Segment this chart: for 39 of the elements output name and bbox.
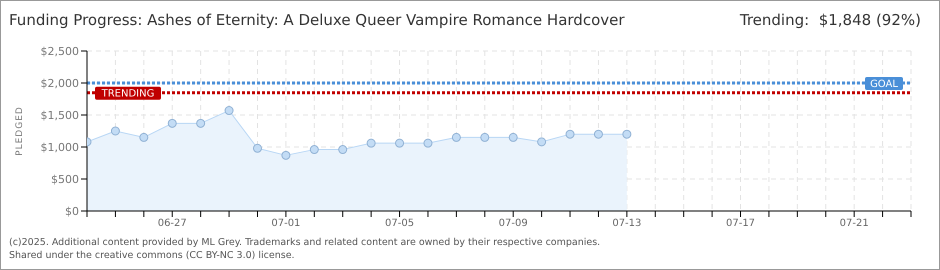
point xyxy=(566,130,575,139)
text: Shared under the creative commons (CC BY-NC 3.0) license. xyxy=(9,250,295,261)
y-tick-label: $500 xyxy=(51,172,79,186)
point xyxy=(508,132,518,142)
point xyxy=(622,130,632,139)
y-tick-label: $1,000 xyxy=(40,140,79,154)
x-tick-label: 07-05 xyxy=(385,218,414,230)
x-tick-label: 06-27 xyxy=(158,218,187,230)
y-axis-title: PLEDGED xyxy=(15,106,26,156)
y-tick-label: $1,500 xyxy=(40,108,79,122)
point xyxy=(423,138,432,148)
point xyxy=(480,132,490,142)
point xyxy=(366,138,376,148)
point xyxy=(196,118,206,128)
point xyxy=(537,137,546,146)
ref-line-label: TRENDING xyxy=(100,88,154,100)
text: Trending: $1,848 (92%) xyxy=(740,11,921,29)
x-tick-label: 07-13 xyxy=(612,218,642,230)
x-tick-label: 07-17 xyxy=(726,218,756,230)
y-tick-label: $2,000 xyxy=(40,76,79,90)
x-tick-label: 07-21 xyxy=(840,218,869,230)
point xyxy=(452,132,461,142)
text: (c)2025. Additional content provided by ML Grey. Trademarks and related content are owned by their respective companies. xyxy=(9,237,600,248)
point xyxy=(310,145,319,154)
point xyxy=(224,106,234,116)
point xyxy=(168,118,177,128)
point xyxy=(338,145,348,154)
x-tick-label: 07-01 xyxy=(271,218,300,230)
ref-line-label: GOAL xyxy=(870,79,898,90)
x-tick-label: 07-09 xyxy=(498,218,528,230)
y-tick-label: $0 xyxy=(65,204,79,218)
point xyxy=(395,138,404,148)
point xyxy=(594,130,603,139)
point xyxy=(110,126,120,136)
chart-title: Funding Progress: Ashes of Eternity: A Deluxe Queer Vampire Romance Hardcover xyxy=(9,11,625,29)
y-tick-label: $2,500 xyxy=(40,44,79,58)
point xyxy=(252,144,262,153)
point xyxy=(281,150,290,160)
point xyxy=(139,132,148,142)
